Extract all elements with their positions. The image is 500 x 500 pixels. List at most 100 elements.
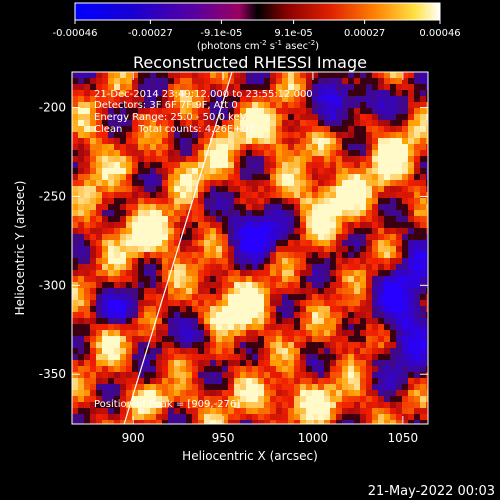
heatmap-cell <box>84 348 90 354</box>
heatmap-cell <box>372 216 378 222</box>
heatmap-cell <box>330 264 336 270</box>
heatmap-cell <box>234 138 240 144</box>
heatmap-cell <box>138 228 144 234</box>
heatmap-cell <box>150 234 156 240</box>
heatmap-cell <box>324 330 330 336</box>
heatmap-cell <box>360 222 366 228</box>
heatmap-cell <box>228 378 234 384</box>
heatmap-cell <box>156 156 162 162</box>
heatmap-cell <box>174 390 180 396</box>
heatmap-cell <box>288 348 294 354</box>
heatmap-cell <box>426 180 428 186</box>
heatmap-cell <box>342 354 348 360</box>
heatmap-cell <box>336 228 342 234</box>
heatmap-cell <box>144 246 150 252</box>
heatmap-cell <box>90 306 96 312</box>
heatmap-cell <box>378 162 384 168</box>
heatmap-cell <box>336 330 342 336</box>
heatmap-cell <box>210 90 216 96</box>
heatmap-cell <box>126 396 132 402</box>
heatmap-cell <box>324 126 330 132</box>
heatmap-cell <box>126 408 132 414</box>
heatmap-cell <box>234 186 240 192</box>
heatmap-cell <box>96 168 102 174</box>
heatmap-cell <box>180 264 186 270</box>
heatmap-cell <box>390 186 396 192</box>
heatmap-cell <box>426 270 428 276</box>
heatmap-cell <box>378 420 384 424</box>
heatmap-cell <box>156 144 162 150</box>
heatmap-cell <box>114 162 120 168</box>
heatmap-cell <box>84 228 90 234</box>
heatmap-cell <box>192 390 198 396</box>
heatmap-cell <box>420 168 426 174</box>
heatmap-cell <box>90 156 96 162</box>
heatmap-cell <box>366 210 372 216</box>
heatmap-cell <box>102 324 108 330</box>
heatmap-cell <box>258 180 264 186</box>
heatmap-cell <box>390 162 396 168</box>
heatmap-cell <box>294 396 300 402</box>
heatmap-cell <box>96 198 102 204</box>
heatmap-cell <box>84 72 90 78</box>
heatmap-cell <box>96 348 102 354</box>
heatmap-cell <box>132 420 138 424</box>
heatmap-cell <box>288 240 294 246</box>
heatmap-cell <box>192 102 198 108</box>
heatmap-cell <box>348 210 354 216</box>
heatmap-cell <box>198 402 204 408</box>
heatmap-cell <box>240 84 246 90</box>
heatmap-cell <box>276 102 282 108</box>
heatmap-cell <box>384 396 390 402</box>
heatmap-cell <box>330 198 336 204</box>
heatmap-cell <box>324 276 330 282</box>
heatmap-cell <box>246 378 252 384</box>
heatmap-cell <box>378 138 384 144</box>
heatmap-cell <box>336 294 342 300</box>
heatmap-cell <box>252 372 258 378</box>
heatmap-cell <box>414 330 420 336</box>
heatmap-cell <box>318 216 324 222</box>
heatmap-cell <box>282 102 288 108</box>
heatmap-cell <box>240 162 246 168</box>
heatmap-cell <box>276 336 282 342</box>
heatmap-cell <box>402 342 408 348</box>
heatmap-cell <box>246 78 252 84</box>
heatmap-cell <box>120 402 126 408</box>
heatmap-cell <box>72 168 78 174</box>
heatmap-cell <box>252 354 258 360</box>
heatmap-cell <box>384 102 390 108</box>
heatmap-cell <box>264 402 270 408</box>
heatmap-cell <box>384 132 390 138</box>
heatmap-cell <box>360 114 366 120</box>
heatmap-cell <box>150 336 156 342</box>
heatmap-cell <box>366 336 372 342</box>
heatmap-cell <box>348 384 354 390</box>
heatmap-cell <box>144 354 150 360</box>
heatmap-cell <box>384 318 390 324</box>
heatmap-cell <box>372 78 378 84</box>
heatmap-cell <box>120 234 126 240</box>
heatmap-cell <box>390 150 396 156</box>
heatmap-cell <box>408 270 414 276</box>
heatmap-cell <box>174 198 180 204</box>
heatmap-cell <box>396 198 402 204</box>
heatmap-cell <box>246 252 252 258</box>
heatmap-cell <box>150 108 156 114</box>
heatmap-cell <box>84 192 90 198</box>
heatmap-cell <box>342 408 348 414</box>
heatmap-cell <box>408 198 414 204</box>
heatmap-cell <box>90 390 96 396</box>
heatmap-cell <box>288 408 294 414</box>
heatmap-cell <box>396 240 402 246</box>
heatmap-cell <box>114 108 120 114</box>
heatmap-cell <box>168 132 174 138</box>
heatmap-cell <box>204 408 210 414</box>
heatmap-cell <box>354 258 360 264</box>
heatmap-cell <box>114 72 120 78</box>
heatmap-cell <box>378 252 384 258</box>
y-tick-label: -300 <box>39 278 66 292</box>
heatmap-cell <box>330 216 336 222</box>
heatmap-cell <box>162 414 168 420</box>
heatmap-cell <box>270 78 276 84</box>
